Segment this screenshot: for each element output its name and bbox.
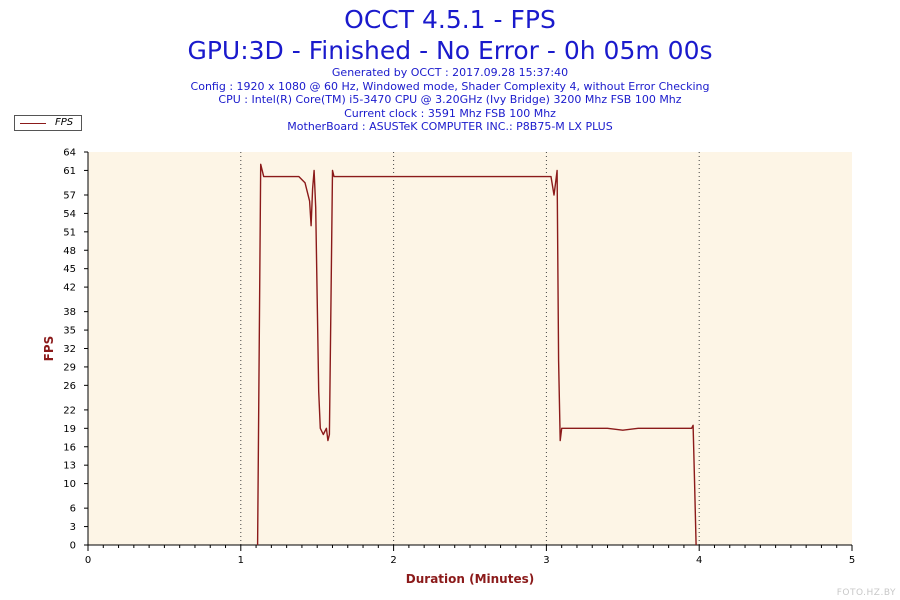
chart-header: OCCT 4.5.1 - FPS GPU:3D - Finished - No … <box>0 4 900 134</box>
series-line-fps <box>256 163 697 546</box>
y-tick-label: 35 <box>63 326 76 337</box>
y-tick-label: 42 <box>63 283 76 294</box>
cpu-info: CPU : Intel(R) Core(TM) i5-3470 CPU @ 3.… <box>218 93 682 106</box>
y-tick-label: 6 <box>70 504 76 515</box>
chart-title: OCCT 4.5.1 - FPS <box>344 5 556 34</box>
x-tick-label: 2 <box>390 555 396 566</box>
chart-subtitle: GPU:3D - Finished - No Error - 0h 05m 00… <box>187 36 713 65</box>
y-tick-label: 48 <box>63 246 76 257</box>
y-tick-label: 0 <box>70 541 76 552</box>
generated-info: Generated by OCCT : 2017.09.28 15:37:40 <box>331 66 569 79</box>
y-tick-label: 10 <box>63 479 76 490</box>
x-tick-label: 0 <box>85 555 91 566</box>
y-tick-label: 22 <box>63 405 76 416</box>
y-axis-label: FPS <box>42 336 56 362</box>
y-tick-label: 51 <box>63 227 76 238</box>
y-tick-label: 38 <box>63 307 76 318</box>
x-tick-label: 1 <box>238 555 244 566</box>
x-tick-label: 5 <box>849 555 855 566</box>
config-info: Config : 1920 x 1080 @ 60 Hz, Windowed m… <box>190 79 710 93</box>
legend-label: FPS <box>55 117 74 128</box>
x-tick-label: 4 <box>696 555 702 566</box>
y-tick-label: 19 <box>63 424 76 435</box>
y-tick-label: 45 <box>63 264 76 275</box>
y-tick-label: 16 <box>63 442 76 453</box>
plot-area <box>88 152 852 545</box>
y-tick-label: 26 <box>63 381 76 392</box>
y-tick-label: 57 <box>63 190 76 201</box>
y-tick-label: 32 <box>63 344 76 355</box>
y-tick-label: 54 <box>63 209 76 220</box>
x-tick-label: 3 <box>543 555 549 566</box>
y-tick-label: 13 <box>63 461 76 472</box>
watermark: FOTO.HZ.BY <box>836 588 896 598</box>
motherboard-info: MotherBoard : ASUSTeK COMPUTER INC.: P8B… <box>287 120 613 133</box>
y-tick-label: 64 <box>63 148 76 159</box>
y-tick-label: 61 <box>63 166 76 177</box>
y-tick-label: 3 <box>70 522 76 533</box>
clock-info: Current clock : 3591 Mhz FSB 100 Mhz <box>344 106 556 120</box>
y-tick-label: 29 <box>63 362 76 373</box>
legend-line-swatch <box>20 123 46 124</box>
x-axis-label: Duration (Minutes) <box>406 572 534 586</box>
chart-legend: FPS <box>14 115 82 131</box>
